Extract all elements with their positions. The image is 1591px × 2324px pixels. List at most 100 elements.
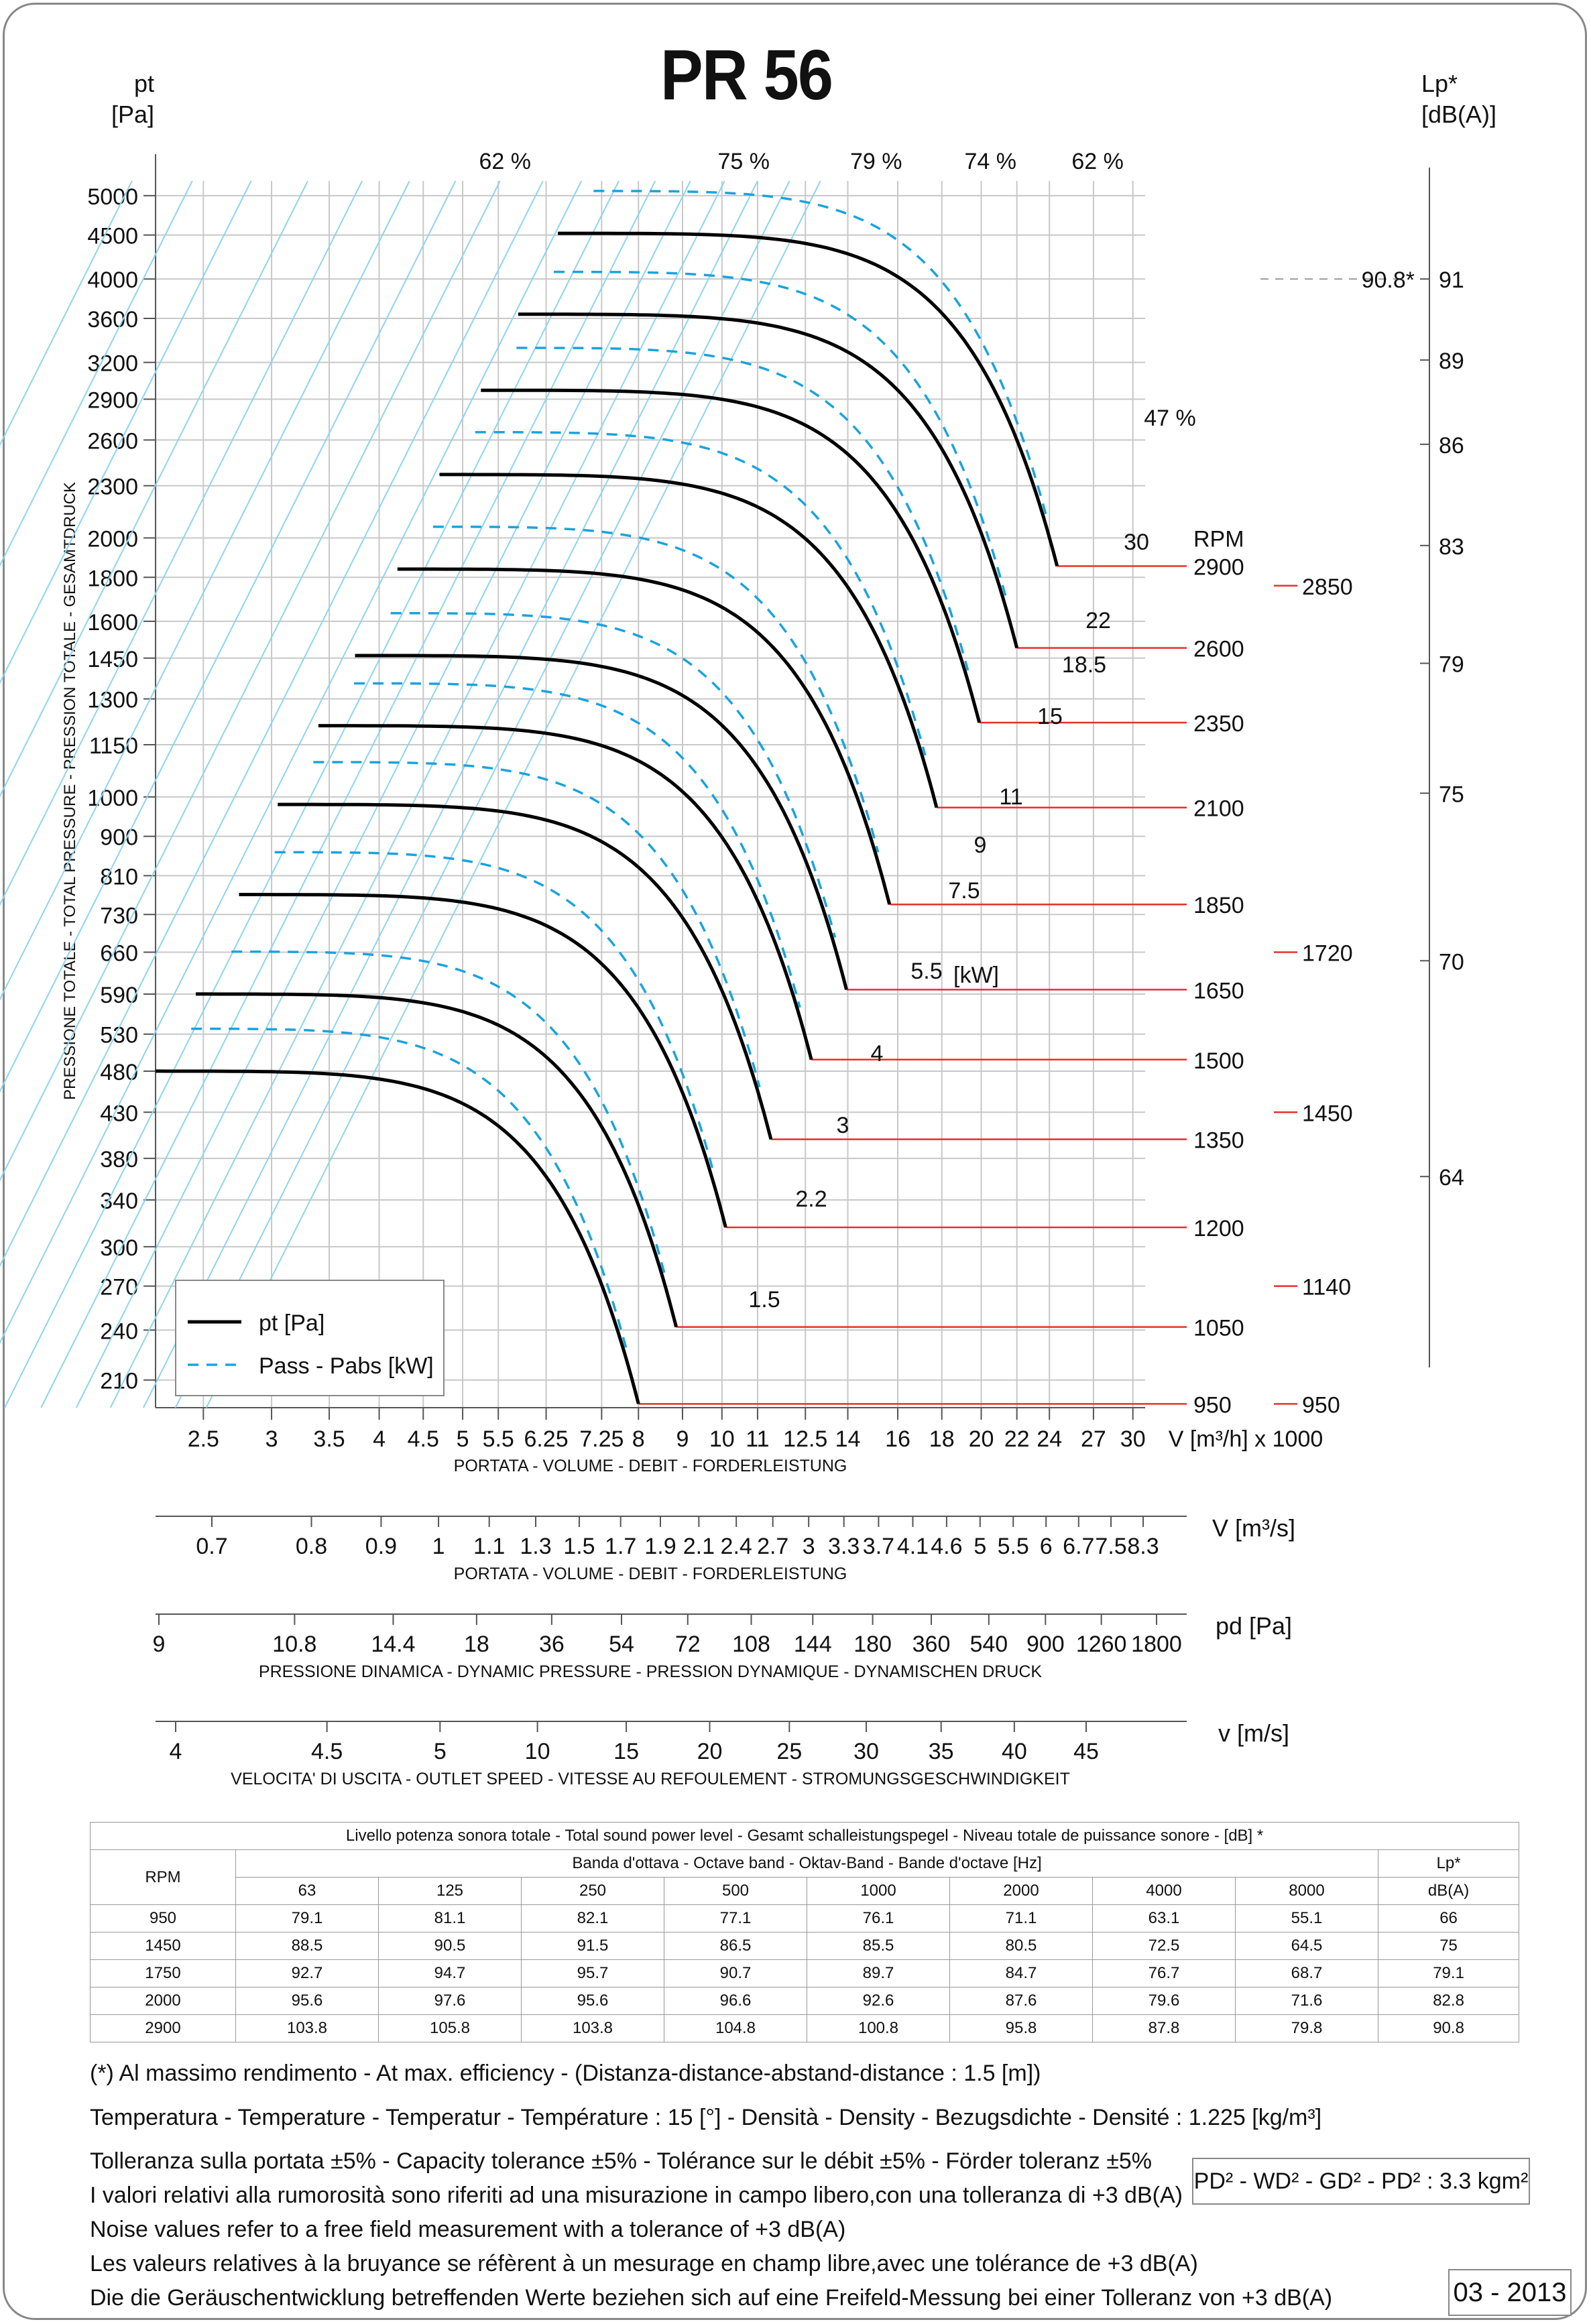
scale-label-m3s: 3.3 — [828, 1534, 860, 1559]
rpm-label: 950 — [1193, 1392, 1232, 1418]
scale-label-pd: 144 — [794, 1632, 832, 1657]
pt-curve-rpm-1500 — [318, 724, 813, 1060]
lp-tick-label: 86 — [1439, 433, 1464, 458]
y-tick-label: 380 — [100, 1147, 138, 1172]
date-box: 03 - 2013 — [1448, 2269, 1572, 2316]
system-line — [0, 180, 457, 1093]
x-tick-label: 22 — [1004, 1426, 1030, 1452]
rpm-label: 1050 — [1193, 1316, 1244, 1341]
x-tick-label: 18 — [929, 1426, 955, 1452]
power-curve — [313, 761, 761, 1088]
x-tick-label: 4 — [373, 1426, 386, 1452]
sound-power-table: Livello potenza sonora totale - Total so… — [89, 1822, 1520, 2042]
y-tick-label: 2600 — [87, 428, 138, 454]
y-tick-label: 1150 — [89, 733, 138, 759]
table-cell: 90.5 — [378, 1932, 522, 1960]
y-tick-label: 2300 — [87, 475, 138, 500]
y-tick-label: 590 — [100, 983, 138, 1008]
x-axis-caption: PORTATA - VOLUME - DEBIT - FORDERLEISTUN… — [454, 1457, 847, 1475]
y-tick-label: 4000 — [87, 267, 138, 293]
system-line — [40, 180, 656, 1408]
scale-label-pd: 1260 — [1076, 1632, 1127, 1657]
table-cell: 95.8 — [949, 2014, 1093, 2042]
scale-label-pd: 9 — [153, 1632, 166, 1657]
x-tick-label: 24 — [1037, 1426, 1062, 1452]
table-cell: 92.6 — [807, 1987, 950, 2015]
rpm-label: 1500 — [1193, 1048, 1244, 1074]
scale-label-v: 10 — [525, 1739, 550, 1764]
table-cell: 103.8 — [235, 2014, 379, 2042]
inertia-box: PD² - WD² - GD² - PD² : 3.3 kgm² — [1192, 2158, 1530, 2205]
legend-pass-label: Pass - Pabs [kW] — [259, 1353, 434, 1379]
scale-unit-v: v [m/s] — [1218, 1719, 1289, 1747]
rpm-label: 2600 — [1193, 637, 1244, 662]
system-line — [0, 180, 363, 906]
fan-curve-chart: 5000450040003600320029002600230020001800… — [0, 149, 1464, 1788]
efficiency-label: 79 % — [850, 149, 902, 174]
rpm-label: 1350 — [1193, 1128, 1244, 1154]
efficiency-label: 74 % — [965, 149, 1017, 174]
table-cell: 71.6 — [1235, 1987, 1378, 2015]
power-curve — [554, 270, 1007, 597]
pt-curve-rpm-1200 — [239, 893, 727, 1228]
efficiency-label-47: 47 % — [1144, 406, 1196, 431]
pt-curve-rpm-1650 — [355, 654, 848, 991]
power-label: 15 — [1037, 704, 1063, 729]
scale-label-m3s: 1.5 — [563, 1534, 595, 1559]
scale-label-pd: 54 — [609, 1632, 634, 1657]
system-line — [0, 180, 501, 1182]
y-tick-label: 340 — [100, 1188, 138, 1214]
lp-tick-label: 89 — [1439, 349, 1464, 374]
table-cell-rpm: 1750 — [90, 1959, 236, 1987]
y-tick-label: 3200 — [87, 351, 138, 377]
system-line — [0, 180, 544, 1268]
y-tick-label: 5000 — [87, 184, 138, 210]
table-cell: 75 — [1377, 1932, 1520, 1960]
system-line — [0, 180, 583, 1344]
lp-axis-symbol: Lp* — [1421, 70, 1458, 97]
table-cell: 79.8 — [1235, 2014, 1378, 2042]
band-cell: 250 — [521, 1877, 664, 1905]
rpm-extra-label: 1450 — [1302, 1101, 1353, 1126]
band-cell: 4000 — [1092, 1877, 1236, 1905]
scale-label-m3s: 4.1 — [897, 1534, 929, 1559]
table-body: 950 79.1 81.1 82.1 77.1 76.1 71.1 63.1 55.1 66 145… — [90, 1904, 1520, 2042]
scale-unit-pd: pd [Pa] — [1216, 1612, 1292, 1640]
legend-pt-label: pt [Pa] — [259, 1310, 325, 1336]
chart-labels: 62 % 75 % 79 % 74 % 62 %47 %1.52.2345.57.591… — [479, 149, 1196, 1312]
band-cell: 1000 — [807, 1877, 950, 1905]
table-rpm-header: RPM — [90, 1849, 236, 1905]
pt-curve-rpm-950 — [155, 1069, 640, 1404]
system-lines — [0, 180, 821, 1408]
scale-label-pd: 1800 — [1131, 1632, 1182, 1657]
note-noise-de: Die die Geräuschentwicklung betreffenden… — [90, 2285, 1333, 2311]
y-tick-label: 2900 — [87, 387, 138, 413]
y-tick-label: 3600 — [87, 307, 138, 332]
rpm-extra-label: 2850 — [1302, 574, 1353, 600]
system-line — [143, 180, 758, 1408]
scale-label-pd: 36 — [539, 1632, 565, 1657]
page-frame — [3, 3, 1587, 2320]
y-tick-label: 2000 — [87, 527, 138, 552]
x-tick-label: 12.5 — [783, 1426, 827, 1452]
system-line — [0, 180, 133, 446]
scale-label-m3s: 2.1 — [683, 1534, 715, 1559]
table-cell: 89.7 — [807, 1959, 950, 1987]
pt-curve-rpm-1050 — [196, 992, 679, 1328]
table-cell: 82.8 — [1377, 1987, 1520, 2015]
table-cell: 100.8 — [807, 2014, 950, 2042]
band-cell: 2000 — [949, 1877, 1093, 1905]
table-row: 950 79.1 81.1 82.1 77.1 76.1 71.1 63.1 55.1 66 — [90, 1904, 1520, 1933]
pt-curve-rpm-2100 — [439, 473, 939, 808]
power-curve — [274, 851, 715, 1176]
power-curve — [191, 1028, 628, 1352]
power-label: 9 — [974, 833, 987, 858]
table-cell-rpm: 2000 — [90, 1987, 236, 2015]
scale-label-v: 20 — [697, 1739, 723, 1764]
table-cell: 55.1 — [1235, 1904, 1378, 1933]
scale-label-m3s: 5.5 — [998, 1534, 1029, 1559]
lp-tick-label: 70 — [1439, 949, 1464, 975]
power-label: 3 — [837, 1113, 849, 1138]
table-cell: 87.8 — [1092, 2014, 1236, 2042]
table-cell-rpm: 950 — [90, 1904, 236, 1933]
